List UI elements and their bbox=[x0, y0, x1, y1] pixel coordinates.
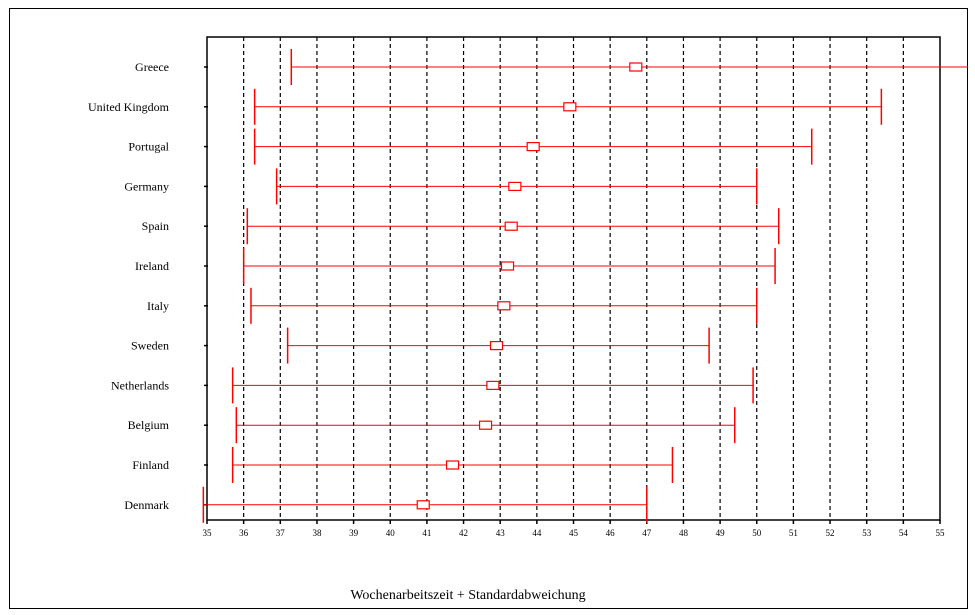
mean-marker bbox=[478, 420, 493, 430]
x-tick-label: 43 bbox=[496, 528, 506, 538]
x-tick-labels: 35 36 37 38 39 40 41 42 43 44 45 46 47 48 49 50 51 52 53 54… bbox=[203, 528, 946, 538]
mean-marker bbox=[486, 380, 500, 390]
category-label: Belgium bbox=[128, 418, 170, 432]
category-label: Denmark bbox=[124, 498, 169, 512]
category-label: Greece bbox=[135, 60, 169, 74]
category-label: Sweden bbox=[131, 339, 169, 353]
x-tick-label: 39 bbox=[349, 528, 359, 538]
x-tick-label: 40 bbox=[386, 528, 396, 538]
category-label: Spain bbox=[142, 219, 169, 233]
category-label: United Kingdom bbox=[88, 100, 170, 114]
mean-marker bbox=[489, 341, 504, 351]
x-tick-label: 38 bbox=[312, 528, 322, 538]
mean-marker bbox=[526, 142, 540, 152]
mean-marker bbox=[563, 102, 577, 112]
mean-marker bbox=[629, 62, 643, 72]
x-tick-label: 52 bbox=[826, 528, 835, 538]
mean-marker bbox=[508, 181, 522, 191]
x-tick-label: 49 bbox=[716, 528, 726, 538]
mean-marker bbox=[445, 460, 460, 470]
category-labels: Greece United Kingdom Portugal Germany Spain… bbox=[88, 60, 170, 512]
x-tick-label: 42 bbox=[459, 528, 468, 538]
grid-lines bbox=[243, 37, 904, 520]
category-label: Netherlands bbox=[111, 378, 169, 392]
category-label: Germany bbox=[124, 179, 169, 193]
category-label: Portugal bbox=[128, 140, 169, 154]
x-tick-label: 37 bbox=[276, 528, 286, 538]
x-tick-label: 35 bbox=[203, 528, 213, 538]
x-tick-label: 44 bbox=[532, 528, 542, 538]
axes bbox=[204, 36, 941, 524]
category-label: Finland bbox=[132, 458, 169, 472]
x-tick-label: 48 bbox=[679, 528, 689, 538]
mean-marker bbox=[497, 301, 511, 311]
x-tick-label: 45 bbox=[569, 528, 579, 538]
mean-marker bbox=[500, 261, 515, 271]
x-tick-label: 50 bbox=[752, 528, 762, 538]
error-bars bbox=[202, 49, 968, 523]
category-label: Italy bbox=[147, 299, 169, 313]
mean-marker bbox=[504, 221, 518, 231]
x-tick-label: 47 bbox=[642, 528, 652, 538]
mean-marker bbox=[416, 500, 430, 510]
x-tick-label: 53 bbox=[862, 528, 872, 538]
x-axis-label: Wochenarbeitszeit + Standardabweichung bbox=[350, 588, 585, 603]
x-tick-label: 41 bbox=[422, 528, 431, 538]
x-tick-label: 55 bbox=[936, 528, 946, 538]
x-tick-label: 54 bbox=[899, 528, 909, 538]
x-tick-label: 46 bbox=[606, 528, 616, 538]
category-label: Ireland bbox=[135, 259, 169, 273]
x-tick-label: 51 bbox=[789, 528, 798, 538]
x-tick-label: 36 bbox=[239, 528, 249, 538]
chart-frame bbox=[9, 8, 968, 609]
